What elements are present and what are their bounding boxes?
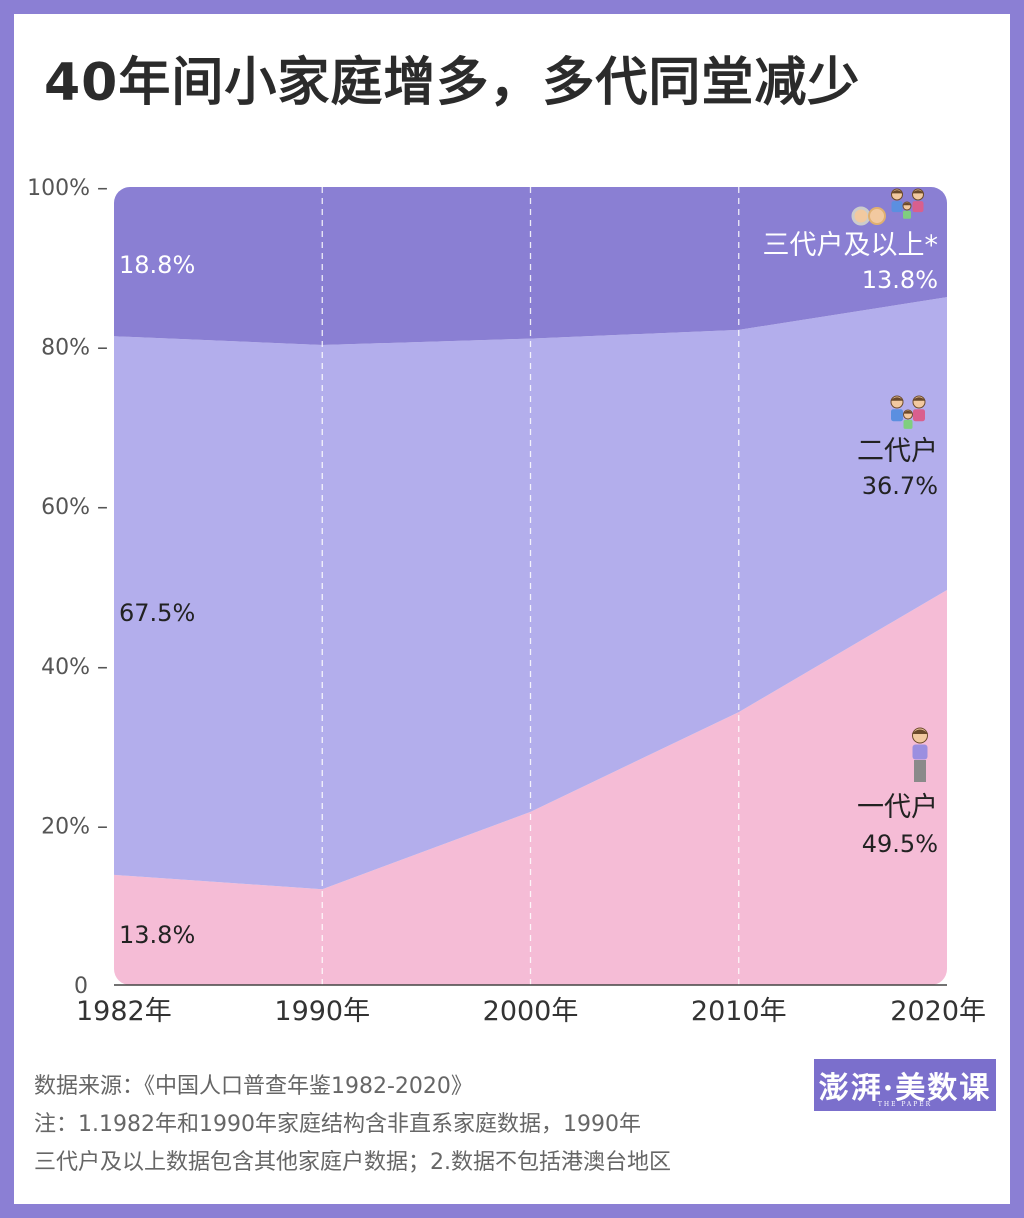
area-series-1 [114, 589, 947, 985]
three-generation-family-icon [851, 188, 925, 226]
x-tick-label: 1990年 [274, 996, 370, 1027]
x-tick-label: 1982年 [76, 996, 172, 1027]
series-name-label: 三代户及以上* [763, 230, 939, 261]
end-value-label: 49.5% [862, 830, 938, 858]
y-tick-label: 100% – [27, 176, 108, 201]
y-tick-label: 0 [74, 974, 88, 999]
start-value-label: 67.5% [119, 599, 195, 627]
end-value-label: 13.8% [862, 266, 938, 294]
y-tick-label: 60% – [41, 495, 108, 520]
series-name-label: 一代户 [857, 792, 938, 823]
start-value-label: 13.8% [119, 921, 195, 949]
note-line-1: 注：1.1982年和1990年家庭结构含非直系家庭数据，1990年 [34, 1112, 641, 1137]
y-tick-label: 20% – [41, 814, 108, 839]
series-name-label: 二代户 [857, 436, 938, 467]
y-tick-label: 40% – [41, 655, 108, 680]
brand-logo-subtext: THE PAPER [877, 1101, 933, 1108]
single-person-icon [911, 727, 929, 782]
brand-logo-text: 澎湃·美数课 [818, 1071, 992, 1106]
couple-with-child-icon [890, 395, 926, 429]
x-tick-label: 2000年 [483, 996, 579, 1027]
start-value-label: 18.8% [119, 251, 195, 279]
end-value-label: 36.7% [862, 472, 938, 500]
chart-title: 40年间小家庭增多，多代同堂减少 [44, 53, 861, 113]
brand-logo: 澎湃·美数课 THE PAPER [814, 1059, 996, 1111]
note-line-2: 三代户及以上数据包含其他家庭户数据；2.数据不包括港澳台地区 [34, 1150, 671, 1175]
source-text: 数据来源：《中国人口普查年鉴1982-2020》 [34, 1074, 473, 1099]
y-tick-label: 80% – [41, 336, 108, 361]
x-tick-label: 2020年 [890, 996, 986, 1027]
x-tick-label: 2010年 [691, 996, 787, 1027]
